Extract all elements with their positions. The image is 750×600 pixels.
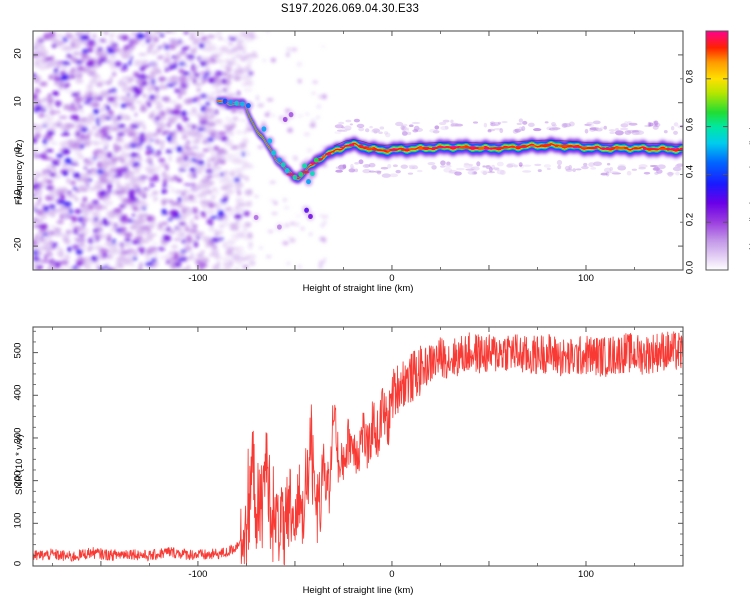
spectrogram-signal-track (217, 95, 683, 232)
snr-ytick-300: 300 (12, 427, 24, 444)
figure-title: S197.2026.069.04.30.E33 (280, 3, 420, 15)
colorbar-tick-0.6: 0.6 (684, 117, 696, 131)
snr-ytick-500: 500 (12, 342, 24, 359)
spectrogram-xtick-0: 0 (389, 273, 395, 284)
snr-ytick-0: 0 (12, 560, 24, 567)
colorbar-ticks (706, 78, 728, 271)
colorbar-tick-0.8: 0.8 (684, 69, 696, 83)
spectrogram-ytick-20: 20 (12, 48, 24, 59)
spectrogram-ytick-0: 0 (12, 146, 24, 152)
colorbar-tick-0.2: 0.2 (684, 213, 696, 227)
snr-xtick-100: 100 (578, 569, 594, 580)
spectrogram-ytick--20: -20 (12, 237, 24, 252)
snr-ytick-100: 100 (12, 512, 24, 529)
snr-frame (32, 326, 684, 567)
colorbar-group (705, 30, 729, 271)
snr-panel (32, 326, 684, 567)
colorbar-tick-0.4: 0.4 (684, 165, 696, 179)
spectrogram-noise-speckle (33, 31, 329, 270)
colorbar-tick-0.0: 0.0 (684, 260, 696, 275)
spectrogram-xlabel: Height of straight line (km) (302, 283, 414, 294)
snr-ytick-200: 200 (12, 470, 24, 487)
spectrogram-xtick-100: 100 (578, 273, 594, 284)
spectrogram-xtick--100: -100 (188, 273, 208, 284)
spectrogram-ytick--10: -10 (12, 189, 24, 204)
snr-ytick-400: 400 (12, 384, 24, 401)
snr-xtick-0: 0 (389, 569, 395, 580)
snr-xtick--100: -100 (188, 569, 208, 580)
spectrogram-panel (32, 30, 729, 271)
colorbar-gradient (705, 30, 729, 271)
spectrogram-frame (32, 30, 684, 271)
snr-trace (33, 331, 683, 566)
spectrogram-ytick-10: 10 (12, 95, 24, 107)
snr-xlabel: Height of straight line (km) (302, 585, 414, 596)
